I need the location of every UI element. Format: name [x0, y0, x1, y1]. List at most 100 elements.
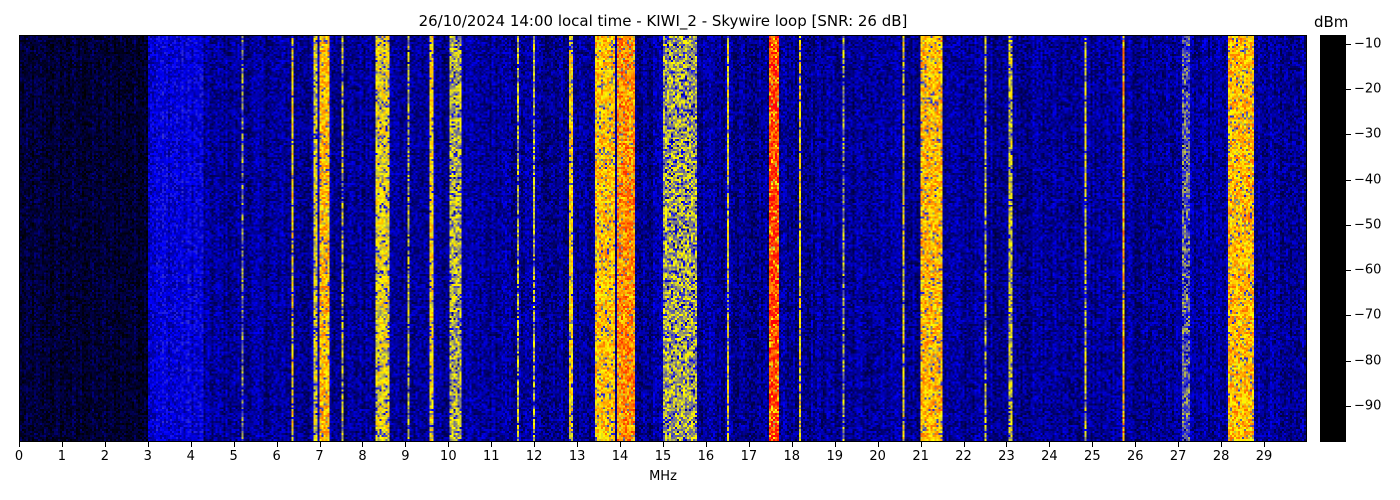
x-tick: [791, 442, 793, 447]
signal-band: [801, 36, 803, 441]
x-tick-label: 1: [57, 449, 67, 464]
x-tick: [1221, 442, 1223, 447]
x-tick-label: 2: [100, 449, 109, 464]
colorbar-tick-label: −40: [1354, 172, 1382, 188]
x-tick: [663, 442, 664, 447]
x-tick-label: 10: [440, 449, 457, 464]
x-tick-label: 20: [869, 449, 886, 464]
signal-band: [843, 36, 846, 441]
x-tick: [362, 442, 364, 447]
x-tick: [491, 442, 493, 447]
x-tick-label: 21: [912, 449, 929, 464]
colorbar-tick-label: −60: [1354, 262, 1382, 278]
signal-band: [376, 36, 389, 441]
colorbar-tick: [1346, 315, 1351, 317]
x-tick: [1264, 442, 1266, 447]
signal-band: [1011, 36, 1013, 441]
colorbar-tick-label: −10: [1354, 36, 1382, 52]
x-tick-label: 29: [1255, 449, 1273, 464]
x-tick: [534, 442, 536, 447]
colorbar-tick-label: −50: [1354, 217, 1382, 233]
colorbar-tick-label: −20: [1354, 81, 1382, 97]
signal-band: [408, 36, 410, 441]
x-tick: [405, 442, 407, 447]
signal-band: [291, 36, 294, 441]
x-tick-label: 27: [1169, 449, 1187, 464]
x-tick-label: 12: [525, 449, 543, 464]
x-tick: [1135, 442, 1137, 447]
x-tick-label: 16: [697, 449, 715, 464]
x-tick: [276, 442, 278, 447]
signal-band: [314, 36, 318, 441]
x-tick-label: 15: [654, 449, 672, 464]
x-tick: [448, 442, 450, 447]
x-tick: [19, 442, 20, 447]
x-tick: [190, 442, 192, 447]
x-tick-label: 18: [783, 449, 801, 464]
x-tick-label: 5: [229, 449, 238, 464]
colorbar-tick: [1346, 360, 1351, 362]
x-tick-label: 6: [272, 449, 281, 464]
colorbar-tick: [1346, 134, 1351, 136]
x-tick-label: 9: [401, 449, 410, 464]
signal-band: [664, 36, 698, 441]
x-tick-label: 4: [186, 449, 195, 464]
x-tick: [748, 442, 750, 447]
x-tick: [877, 442, 879, 447]
x-tick-label: 28: [1212, 449, 1230, 464]
x-tick-label: 0: [14, 449, 24, 464]
x-tick-label: 13: [568, 449, 586, 464]
x-axis-label: MHz: [649, 469, 677, 484]
signal-band: [769, 36, 781, 441]
x-tick: [319, 442, 321, 447]
x-tick: [233, 442, 235, 447]
signal-band: [517, 36, 519, 441]
x-tick-label: 23: [998, 449, 1015, 464]
x-tick-label: 25: [1084, 449, 1101, 464]
colorbar-tick-label: −90: [1354, 398, 1382, 414]
x-tick: [620, 442, 622, 447]
signal-band: [904, 36, 907, 441]
x-tick-label: 3: [143, 449, 152, 464]
colorbar-tick: [1346, 179, 1351, 181]
signal-band: [341, 36, 343, 441]
colorbar-tick: [1346, 405, 1351, 407]
colorbar-tick: [1346, 270, 1351, 272]
signal-band: [595, 36, 616, 441]
x-tick: [147, 442, 149, 447]
x-tick: [1092, 442, 1094, 447]
x-tick-label: 19: [826, 449, 843, 464]
x-tick-label: 14: [611, 449, 629, 464]
x-tick: [963, 442, 965, 447]
signal-band: [242, 36, 245, 441]
signal-band: [1231, 36, 1257, 441]
x-tick-label: 26: [1126, 449, 1144, 464]
x-tick: [705, 442, 707, 447]
colorbar-tick-label: −80: [1354, 353, 1382, 369]
signal-band: [431, 36, 434, 441]
signal-band: [1124, 36, 1127, 441]
signal-band: [985, 36, 987, 441]
colorbar: [1320, 35, 1346, 442]
x-tick: [1178, 442, 1180, 447]
x-tick: [834, 442, 836, 447]
x-tick: [1006, 442, 1008, 447]
signal-band: [728, 36, 730, 441]
waterfall-plot: [19, 35, 1307, 442]
colorbar-tick-label: −30: [1354, 126, 1382, 142]
signal-band: [449, 36, 462, 441]
signal-band: [922, 36, 943, 441]
x-tick-label: 11: [482, 449, 500, 464]
colorbar-tick: [1346, 89, 1351, 91]
signal-band: [534, 36, 537, 441]
x-tick-label: 24: [1041, 449, 1058, 464]
signal-band: [321, 36, 330, 441]
colorbar-tick-label: −70: [1354, 307, 1382, 323]
signal-band: [619, 36, 636, 441]
x-tick-label: 8: [358, 449, 367, 464]
x-tick: [61, 442, 63, 447]
colorbar-label: dBm: [1314, 13, 1349, 31]
colorbar-tick: [1346, 224, 1351, 226]
x-tick: [1049, 442, 1051, 447]
x-tick: [577, 442, 579, 447]
